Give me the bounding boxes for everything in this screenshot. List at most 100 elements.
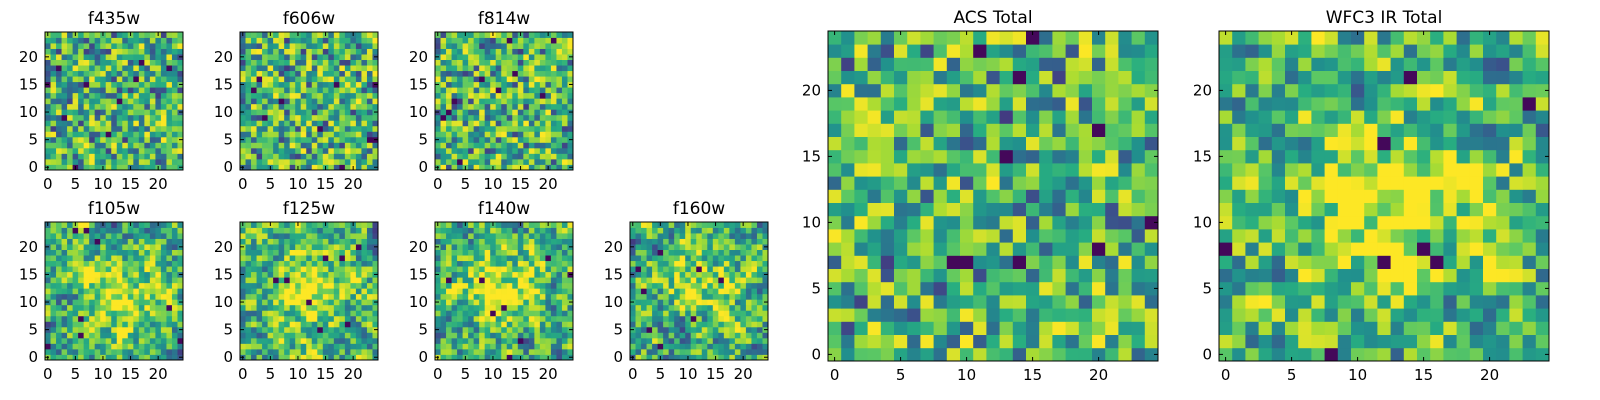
heatmap-cell: [361, 65, 368, 72]
heatmap-cell: [61, 109, 68, 116]
heatmap-cell: [880, 215, 895, 230]
heatmap-cell: [1078, 308, 1093, 322]
heatmap-cell: [94, 315, 101, 322]
heatmap-cell: [745, 222, 752, 228]
heatmap-cell: [311, 238, 318, 245]
heatmap-cell: [61, 310, 68, 317]
heatmap-cell: [273, 37, 280, 44]
heatmap-cell: [729, 255, 736, 262]
heatmap-cell: [273, 326, 280, 333]
heatmap-cell: [328, 114, 335, 121]
heatmap-cell: [89, 76, 96, 83]
heatmap-cell: [267, 54, 274, 60]
heatmap-cell: [78, 244, 85, 250]
heatmap-cell: [344, 244, 351, 250]
heatmap-cell: [986, 321, 1000, 335]
heatmap-cell: [506, 43, 513, 49]
heatmap-cell: [300, 120, 307, 127]
heatmap-cell: [78, 158, 85, 165]
heatmap-cell: [284, 65, 291, 72]
heatmap-cell: [245, 238, 252, 245]
heatmap-cell: [550, 310, 557, 317]
heatmap-cell: [355, 147, 362, 154]
heatmap-cell: [344, 120, 351, 127]
heatmap-cell: [517, 337, 524, 344]
heatmap-cell: [550, 59, 557, 66]
heatmap-cell: [251, 70, 257, 77]
heatmap-cell: [133, 120, 140, 127]
heatmap-cell: [440, 315, 447, 322]
heatmap-cell: [457, 142, 463, 149]
heatmap-cell: [854, 176, 868, 190]
heatmap-cell: [339, 87, 346, 94]
heatmap-cell: [501, 43, 508, 49]
heatmap-cell: [690, 348, 697, 355]
heatmap-cell: [366, 76, 373, 83]
heatmap-cell: [100, 92, 107, 99]
heatmap-cell: [155, 81, 162, 88]
heatmap-cell: [986, 308, 1000, 322]
heatmap-cell: [94, 321, 101, 328]
heatmap-cell: [149, 310, 156, 317]
heatmap-cell: [278, 332, 285, 339]
heatmap-cell: [561, 81, 568, 88]
heatmap-cell: [1131, 242, 1146, 256]
heatmap-cell: [78, 277, 85, 284]
heatmap-cell: [317, 244, 324, 250]
heatmap-cell: [149, 249, 156, 256]
heatmap-cell: [506, 337, 513, 344]
heatmap-cell: [350, 282, 357, 289]
heatmap-cell: [133, 164, 140, 171]
heatmap-cell: [160, 227, 167, 234]
heatmap-cell: [712, 227, 719, 234]
heatmap-cell: [946, 202, 961, 217]
heatmap-cell: [78, 266, 85, 273]
heatmap-cell: [1105, 229, 1119, 243]
heatmap-cell: [517, 76, 524, 83]
heatmap-cell: [556, 70, 563, 77]
heatmap-cell: [306, 76, 313, 83]
heatmap-cell: [457, 266, 463, 273]
heatmap-cell: [339, 76, 346, 83]
heatmap-cell: [663, 310, 670, 317]
heatmap-cell: [528, 337, 535, 344]
heatmap-cell: [960, 321, 974, 335]
heatmap-cell: [311, 81, 318, 88]
heatmap-cell: [550, 222, 557, 228]
heatmap-cell: [867, 229, 882, 243]
heatmap-cell: [946, 163, 961, 177]
heatmap-cell: [523, 277, 530, 284]
heatmap-cell: [177, 255, 184, 262]
heatmap-cell: [278, 92, 285, 99]
heatmap-cell: [122, 282, 129, 289]
heatmap-cell: [484, 48, 491, 55]
heatmap-cell: [105, 92, 112, 99]
heatmap-cell: [556, 109, 563, 116]
heatmap-cell: [166, 337, 173, 344]
heatmap-cell: [111, 92, 118, 99]
heatmap-cell: [116, 227, 123, 234]
heatmap-cell: [94, 337, 101, 344]
heatmap-cell: [344, 233, 351, 239]
heatmap-cell: [762, 288, 769, 295]
heatmap-cell: [344, 332, 351, 339]
heatmap-cell: [111, 136, 118, 143]
heatmap-cell: [1039, 295, 1053, 309]
heatmap-cell: [366, 266, 373, 273]
heatmap-cell: [166, 164, 173, 171]
heatmap-cell: [712, 249, 719, 256]
heatmap-cell: [355, 65, 362, 72]
heatmap-cell: [946, 268, 961, 283]
heatmap-cell: [635, 227, 642, 234]
heatmap-cell: [56, 227, 62, 234]
heatmap-cell: [457, 114, 463, 121]
heatmap-cell: [854, 268, 868, 283]
heatmap-cell: [111, 48, 118, 55]
heatmap-cell: [545, 109, 552, 116]
heatmap-cell: [960, 242, 974, 256]
heatmap-cell: [517, 299, 524, 306]
heatmap-cell: [344, 142, 351, 149]
heatmap-cell: [127, 92, 134, 99]
heatmap-cell: [734, 326, 741, 333]
